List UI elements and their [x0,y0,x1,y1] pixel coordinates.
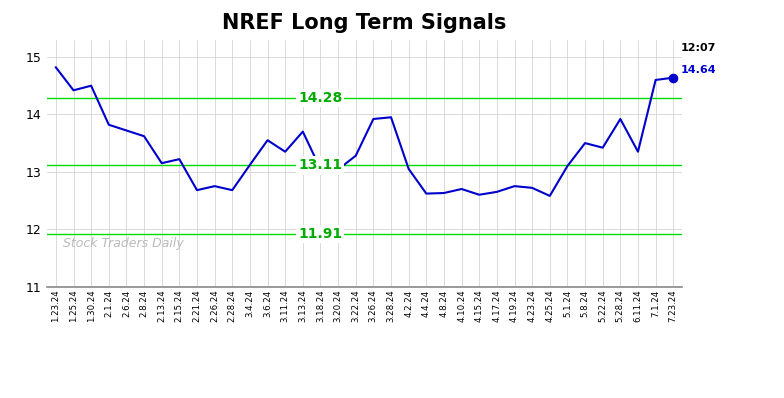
Text: Stock Traders Daily: Stock Traders Daily [63,236,183,250]
Title: NREF Long Term Signals: NREF Long Term Signals [223,13,506,33]
Text: 11.91: 11.91 [298,227,342,241]
Text: 12:07: 12:07 [681,43,716,53]
Text: 13.11: 13.11 [298,158,342,172]
Text: 14.28: 14.28 [298,91,343,105]
Point [667,74,680,81]
Text: 14.64: 14.64 [681,65,716,75]
